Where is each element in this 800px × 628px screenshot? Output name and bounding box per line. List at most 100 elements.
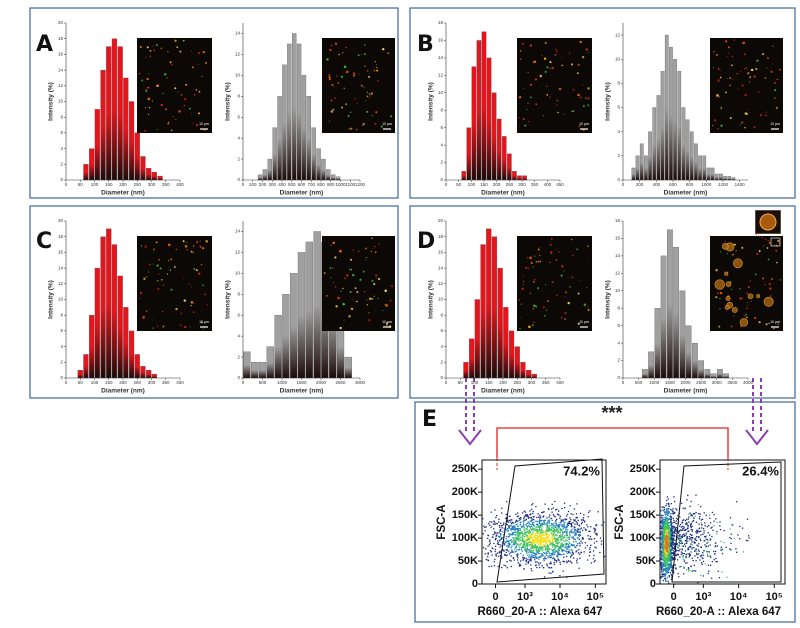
y-axis-title: Intensity (%) [605, 82, 612, 121]
density-dot [672, 554, 675, 556]
density-dot [670, 517, 672, 520]
density-dot [554, 551, 556, 554]
density-dot [507, 542, 509, 545]
density-dot [669, 539, 671, 541]
density-dot [714, 542, 717, 544]
density-dot [572, 544, 574, 546]
image-speck [186, 249, 188, 251]
density-dot [554, 539, 557, 542]
density-dot [557, 559, 560, 561]
density-dot [665, 499, 668, 502]
density-dot [576, 530, 578, 532]
x-tick-label: 50 [78, 380, 84, 385]
density-dot [566, 548, 568, 550]
density-dot [665, 546, 667, 549]
density-dot [674, 500, 676, 503]
image-speck [357, 54, 360, 57]
density-dot [660, 520, 662, 523]
density-dot [570, 530, 572, 532]
density-dot [562, 545, 564, 548]
density-dot [508, 540, 510, 542]
density-dot [679, 525, 681, 527]
density-dot [665, 567, 667, 569]
density-dot [535, 548, 538, 550]
density-dot [543, 538, 546, 541]
density-dot [661, 532, 664, 535]
image-speck [570, 63, 574, 66]
density-dot [676, 518, 679, 520]
density-dot [576, 503, 578, 505]
image-speck [376, 66, 378, 69]
density-dot [534, 539, 537, 541]
density-dot [509, 525, 511, 527]
image-speck [529, 292, 531, 294]
panel-frame [409, 7, 796, 199]
image-speck [545, 284, 547, 286]
density-dot [530, 558, 532, 560]
density-dot [690, 514, 692, 517]
density-dot [662, 551, 664, 553]
density-dot [669, 560, 671, 562]
density-dot [552, 552, 554, 554]
density-dot [707, 545, 709, 547]
image-speck [564, 291, 568, 294]
density-dot [499, 552, 501, 554]
image-speck [754, 273, 757, 276]
density-dot [488, 540, 491, 543]
image-speck [177, 91, 179, 93]
density-dot [660, 557, 662, 559]
image-vesicle [721, 242, 729, 250]
density-dot [533, 529, 535, 531]
image-speck [741, 121, 744, 124]
density-dot [554, 516, 556, 518]
density-dot [662, 506, 665, 508]
density-dot [679, 542, 681, 545]
y-axis-title: FSC-A [614, 504, 626, 539]
image-speck [377, 297, 379, 299]
image-speck [340, 290, 342, 292]
density-dot [516, 520, 519, 523]
density-dot [662, 545, 665, 547]
density-dot [664, 543, 667, 545]
density-dot [544, 557, 546, 559]
density-dot [536, 557, 539, 559]
density-dot [519, 532, 521, 534]
image-speck [183, 299, 187, 302]
image-speck [389, 321, 391, 323]
density-dot [525, 563, 527, 565]
density-dot [664, 559, 666, 561]
density-dot [530, 533, 532, 535]
image-speck [371, 115, 373, 117]
density-dot [587, 511, 590, 513]
density-dot [560, 543, 562, 546]
density-dot [496, 532, 499, 534]
density-dot [503, 544, 506, 546]
x-axis-title: Diameter (nm) [280, 388, 324, 395]
x-tick-label: 600 [298, 182, 306, 187]
density-dot [708, 552, 710, 554]
density-dot [704, 535, 706, 538]
density-dot [580, 523, 583, 525]
density-dot [512, 557, 515, 559]
density-dot [566, 562, 568, 564]
density-dot [568, 551, 570, 554]
density-dot [546, 522, 548, 524]
density-dot [549, 567, 551, 569]
density-dot [664, 557, 666, 559]
image-speck [168, 243, 171, 247]
density-dot [559, 544, 562, 547]
density-dot [592, 550, 595, 552]
density-dot [519, 535, 521, 537]
image-speck [539, 260, 542, 263]
density-dot [489, 524, 491, 526]
density-dot [519, 543, 521, 546]
density-dot [548, 566, 550, 569]
density-dot [587, 516, 589, 518]
image-speck [171, 71, 173, 73]
image-speck [534, 60, 537, 63]
density-dot [568, 545, 571, 548]
image-speck [156, 84, 159, 88]
image-speck [152, 248, 155, 251]
image-speck [583, 303, 587, 307]
